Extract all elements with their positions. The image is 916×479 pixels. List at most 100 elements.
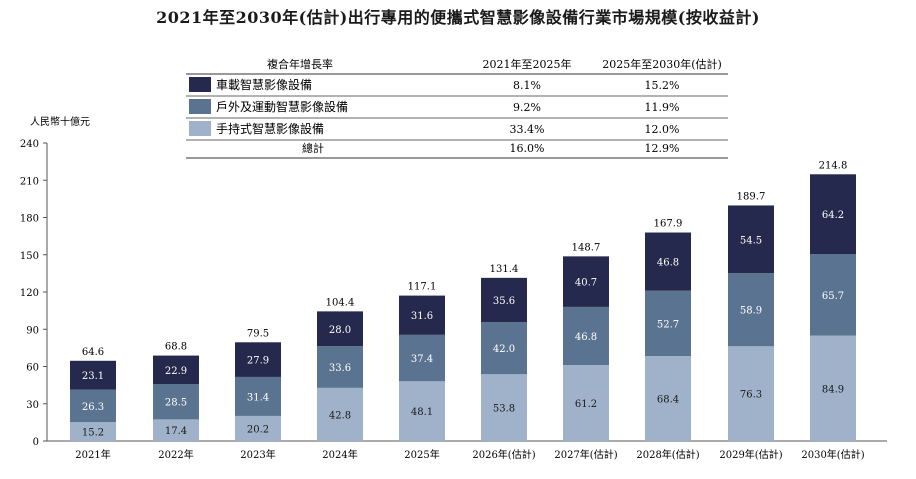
y-tick-label: 60 bbox=[26, 363, 39, 374]
bar-value-label: 28.5 bbox=[165, 398, 187, 409]
bar-total-label: 167.9 bbox=[654, 219, 683, 230]
legend-label: 手持式智慧影像設備 bbox=[216, 121, 324, 136]
bar-value-label: 58.9 bbox=[740, 306, 762, 317]
x-tick-label: 2024年 bbox=[322, 448, 357, 461]
bar-segment bbox=[481, 322, 527, 375]
bar-segment bbox=[563, 306, 609, 366]
bar-value-label: 28.0 bbox=[329, 325, 351, 336]
chart-title: 2021年至2030年(估計)出行專用的便攜式智慧影像設備行業市場規模(按收益計… bbox=[156, 8, 760, 27]
bar-value-label: 61.2 bbox=[575, 399, 597, 410]
bar-segment bbox=[399, 295, 445, 335]
bar-value-label: 37.4 bbox=[411, 354, 433, 365]
cagr-value: 33.4% bbox=[510, 123, 545, 136]
y-tick-label: 150 bbox=[20, 251, 39, 262]
bar-value-label: 22.9 bbox=[165, 366, 187, 377]
bar-value-label: 46.8 bbox=[575, 332, 597, 343]
legend-label: 戶外及運動智慧影像設備 bbox=[216, 99, 348, 114]
bar-total-label: 79.5 bbox=[247, 328, 269, 339]
bar-segment bbox=[481, 374, 527, 441]
bar-segment bbox=[563, 365, 609, 441]
legend-swatch bbox=[189, 77, 211, 92]
bar-value-label: 64.2 bbox=[822, 210, 844, 221]
x-tick-label: 2029年(估計) bbox=[719, 448, 782, 461]
bar-segment bbox=[810, 254, 856, 336]
bar-value-label: 76.3 bbox=[740, 390, 762, 401]
total-label: 總計 bbox=[302, 141, 324, 155]
bar-segment bbox=[153, 384, 199, 420]
bar-value-label: 48.1 bbox=[411, 407, 433, 418]
bar-segment bbox=[70, 389, 116, 423]
bar-value-label: 26.3 bbox=[82, 402, 104, 413]
legend-swatch bbox=[189, 121, 211, 136]
bar-segment bbox=[153, 355, 199, 385]
total-cagr-value: 16.0% bbox=[510, 142, 545, 155]
bar-segment bbox=[728, 205, 774, 274]
bar-value-label: 31.4 bbox=[247, 392, 269, 403]
bar-segment bbox=[399, 381, 445, 441]
x-tick-label: 2025年 bbox=[404, 448, 439, 461]
bar-value-label: 84.9 bbox=[822, 384, 844, 395]
bar-segment bbox=[563, 256, 609, 307]
bar-segment bbox=[235, 376, 281, 416]
bar-segment bbox=[810, 335, 856, 441]
bar-value-label: 53.8 bbox=[493, 404, 515, 415]
y-tick-label: 120 bbox=[20, 288, 39, 299]
bar-segment bbox=[70, 422, 116, 441]
x-tick-label: 2030年(估計) bbox=[801, 448, 864, 461]
bar-value-label: 23.1 bbox=[82, 371, 104, 382]
bar-value-label: 46.8 bbox=[657, 258, 679, 269]
legend-swatch bbox=[189, 99, 211, 114]
bar-segment bbox=[645, 356, 691, 441]
cagr-value: 15.2% bbox=[645, 79, 680, 92]
y-tick-label: 30 bbox=[26, 400, 39, 411]
bar-segment bbox=[235, 342, 281, 377]
bar-value-label: 27.9 bbox=[247, 356, 269, 367]
table-header-label: 複合年增長率 bbox=[267, 57, 333, 71]
y-tick-label: 240 bbox=[20, 139, 39, 150]
bar-total-label: 214.8 bbox=[819, 160, 848, 171]
y-axis-unit-label: 人民幣十億元 bbox=[30, 115, 90, 128]
bar-segment bbox=[153, 419, 199, 441]
bar-segment bbox=[235, 415, 281, 441]
y-tick-label: 210 bbox=[20, 176, 39, 187]
y-tick-label: 0 bbox=[33, 437, 39, 448]
bar-total-label: 148.7 bbox=[572, 242, 601, 253]
bar-value-label: 65.7 bbox=[822, 291, 844, 302]
bar-segment bbox=[728, 273, 774, 347]
bar-value-label: 15.2 bbox=[82, 428, 104, 439]
bar-value-label: 35.6 bbox=[493, 296, 515, 307]
bar-total-label: 68.8 bbox=[165, 342, 187, 353]
cagr-value: 9.2% bbox=[513, 101, 541, 114]
bar-value-label: 68.4 bbox=[657, 395, 679, 406]
bar-total-label: 131.4 bbox=[490, 264, 519, 275]
bar-segment bbox=[317, 346, 363, 388]
table-header-label: 2025年至2030年(估計) bbox=[602, 57, 722, 71]
x-tick-label: 2022年 bbox=[158, 448, 193, 461]
legend-label: 車載智慧影像設備 bbox=[216, 77, 312, 92]
x-tick-label: 2028年(估計) bbox=[636, 448, 699, 461]
bar-segment bbox=[399, 334, 445, 382]
bar-segment bbox=[728, 346, 774, 441]
total-cagr-value: 12.9% bbox=[645, 142, 680, 155]
bar-value-label: 20.2 bbox=[247, 424, 269, 435]
bar-total-label: 64.6 bbox=[82, 347, 104, 358]
bar-value-label: 40.7 bbox=[575, 278, 597, 289]
cagr-value: 8.1% bbox=[513, 79, 541, 92]
table-header-label: 2021年至2025年 bbox=[483, 57, 572, 71]
bar-segment bbox=[70, 360, 116, 390]
bar-total-label: 117.1 bbox=[408, 282, 437, 293]
bar-value-label: 33.6 bbox=[329, 363, 351, 374]
bar-value-label: 42.0 bbox=[493, 344, 515, 355]
y-tick-label: 180 bbox=[20, 214, 39, 225]
cagr-value: 12.0% bbox=[645, 123, 680, 136]
x-tick-label: 2027年(估計) bbox=[554, 448, 617, 461]
bar-value-label: 54.5 bbox=[740, 235, 762, 246]
cagr-value: 11.9% bbox=[645, 101, 680, 114]
bar-segment bbox=[810, 174, 856, 255]
bar-segment bbox=[645, 290, 691, 357]
bar-value-label: 17.4 bbox=[165, 426, 187, 437]
x-tick-label: 2026年(估計) bbox=[472, 448, 535, 461]
bar-segment bbox=[481, 277, 527, 323]
bar-value-label: 31.6 bbox=[411, 311, 433, 322]
